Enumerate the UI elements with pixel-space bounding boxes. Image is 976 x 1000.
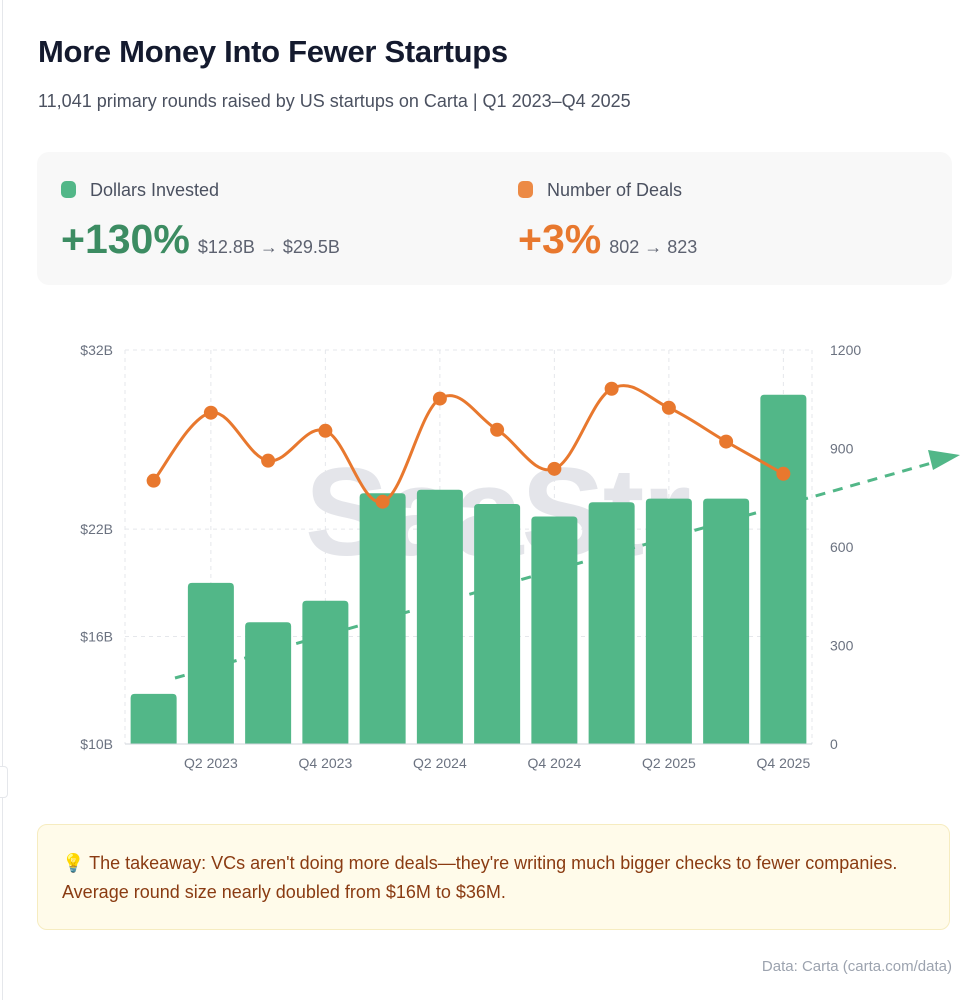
deals-point-q4-2024 [547,461,562,476]
bar-q4-2024 [531,516,578,744]
deals-point-q3-2023 [261,453,276,468]
trend-line [174,460,936,680]
deals-point-q4-2023 [318,423,333,438]
stat-label: Number of Deals [547,180,683,200]
bar-q2-2024 [416,489,463,744]
source-note: Data: Carta (carta.com/data) [761,958,952,975]
bar-q4-2025 [760,394,807,744]
bar-q1-2024 [359,493,406,744]
left-tick-label: $32B [80,342,113,358]
trend-arrow-icon [928,450,960,470]
bar-q2-2023 [187,582,234,744]
stat-label: Dollars Invested [90,180,220,200]
deals-point-q2-2024 [432,391,447,406]
bar-q3-2024 [474,504,521,744]
side-tab[interactable] [0,766,8,798]
right-tick-label: 600 [830,539,854,555]
chart: $10B $16B $22B $32B 0 300 600 900 1200 Q2 2023 Q4 … [80,342,960,771]
x-tick-label: Q2 2025 [642,755,696,771]
x-tick-label: Q2 2024 [413,755,467,771]
deals-point-q2-2023 [203,405,218,420]
stat-range: 802 → 823 [609,237,698,257]
stats-panel: Dollars Invested +130% $12.8B → $29.5B Nu… [37,152,952,285]
deals-point-q3-2025 [719,434,734,449]
right-tick-label: 1200 [830,342,861,358]
x-tick-label: Q2 2023 [184,755,238,771]
takeaway-text: 💡 The takeaway: VCs aren't doing more de… [62,853,898,902]
deals-point-q1-2023 [146,473,161,488]
deals-point-q2-2025 [661,400,676,415]
left-tick-label: $16B [80,629,113,645]
stat-change: +130% [61,216,190,262]
stat-range: $12.8B → $29.5B [197,237,340,257]
orange-legend-dot-icon [518,181,533,198]
deals-point-q1-2025 [604,381,619,396]
bar-q4-2023 [302,600,349,744]
subtitle: 11,041 primary rounds raised by US start… [38,91,631,111]
right-tick-label: 300 [830,638,854,654]
right-tick-label: 900 [830,441,854,457]
green-legend-dot-icon [61,181,76,198]
page-edge [2,0,3,1000]
takeaway-callout: 💡 The takeaway: VCs aren't doing more de… [37,824,950,930]
left-tick-label: $22B [80,521,113,537]
x-tick-label: Q4 2023 [299,755,353,771]
deals-point-q3-2024 [490,422,505,437]
bar-q2-2025 [645,498,692,744]
bar-q3-2023 [245,622,292,744]
deals-point-q1-2024 [375,494,390,509]
bar-q3-2025 [703,498,750,744]
left-tick-label: $10B [80,736,113,752]
page-title: More Money Into Fewer Startups [38,34,508,69]
stat-change: +3% [518,216,602,262]
bar-q1-2023 [130,693,177,744]
deals-point-q4-2025 [776,466,791,481]
bar-q1-2025 [588,502,635,744]
right-tick-label: 0 [830,736,838,752]
x-tick-label: Q4 2024 [528,755,582,771]
x-tick-label: Q4 2025 [757,755,811,771]
